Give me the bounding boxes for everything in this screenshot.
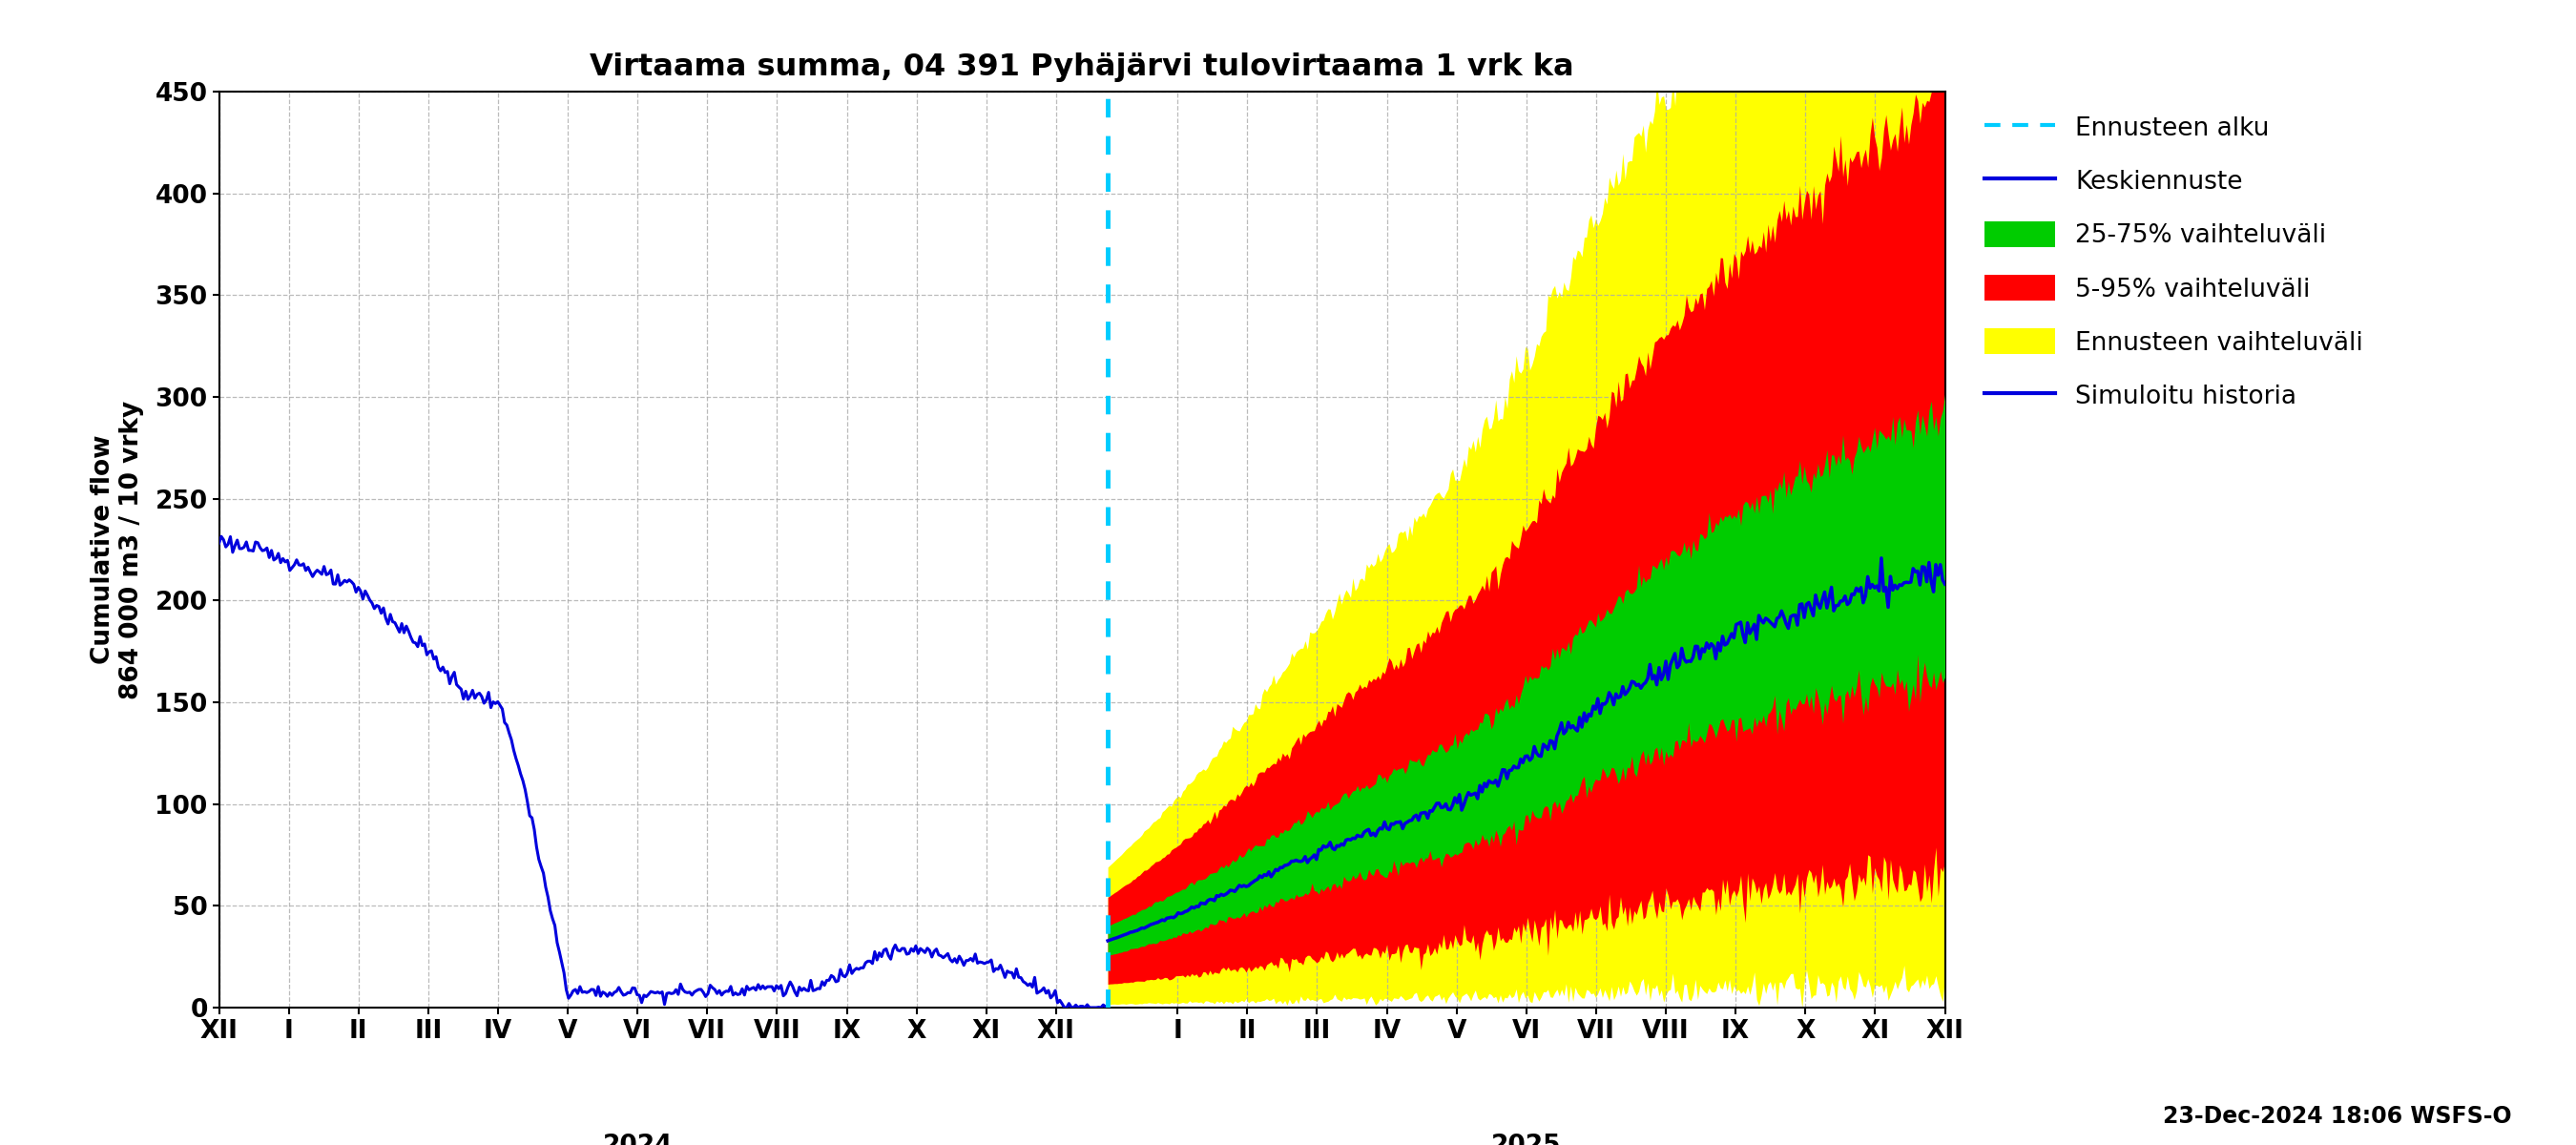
Legend: Ennusteen alku, Keskiennuste, 25-75% vaihteluväli, 5-95% vaihteluväli, Ennusteen: Ennusteen alku, Keskiennuste, 25-75% vai… — [1976, 104, 2372, 419]
Title: Virtaama summa, 04 391 Pyhäjärvi tulovirtaama 1 vrk ka: Virtaama summa, 04 391 Pyhäjärvi tulovir… — [590, 53, 1574, 82]
Text: 2025: 2025 — [1492, 1134, 1561, 1145]
Y-axis label: Cumulative flow
864 000 m3 / 10 vrky: Cumulative flow 864 000 m3 / 10 vrky — [90, 400, 144, 700]
Text: 23-Dec-2024 18:06 WSFS-O: 23-Dec-2024 18:06 WSFS-O — [2164, 1105, 2512, 1128]
Text: 2024: 2024 — [603, 1134, 672, 1145]
